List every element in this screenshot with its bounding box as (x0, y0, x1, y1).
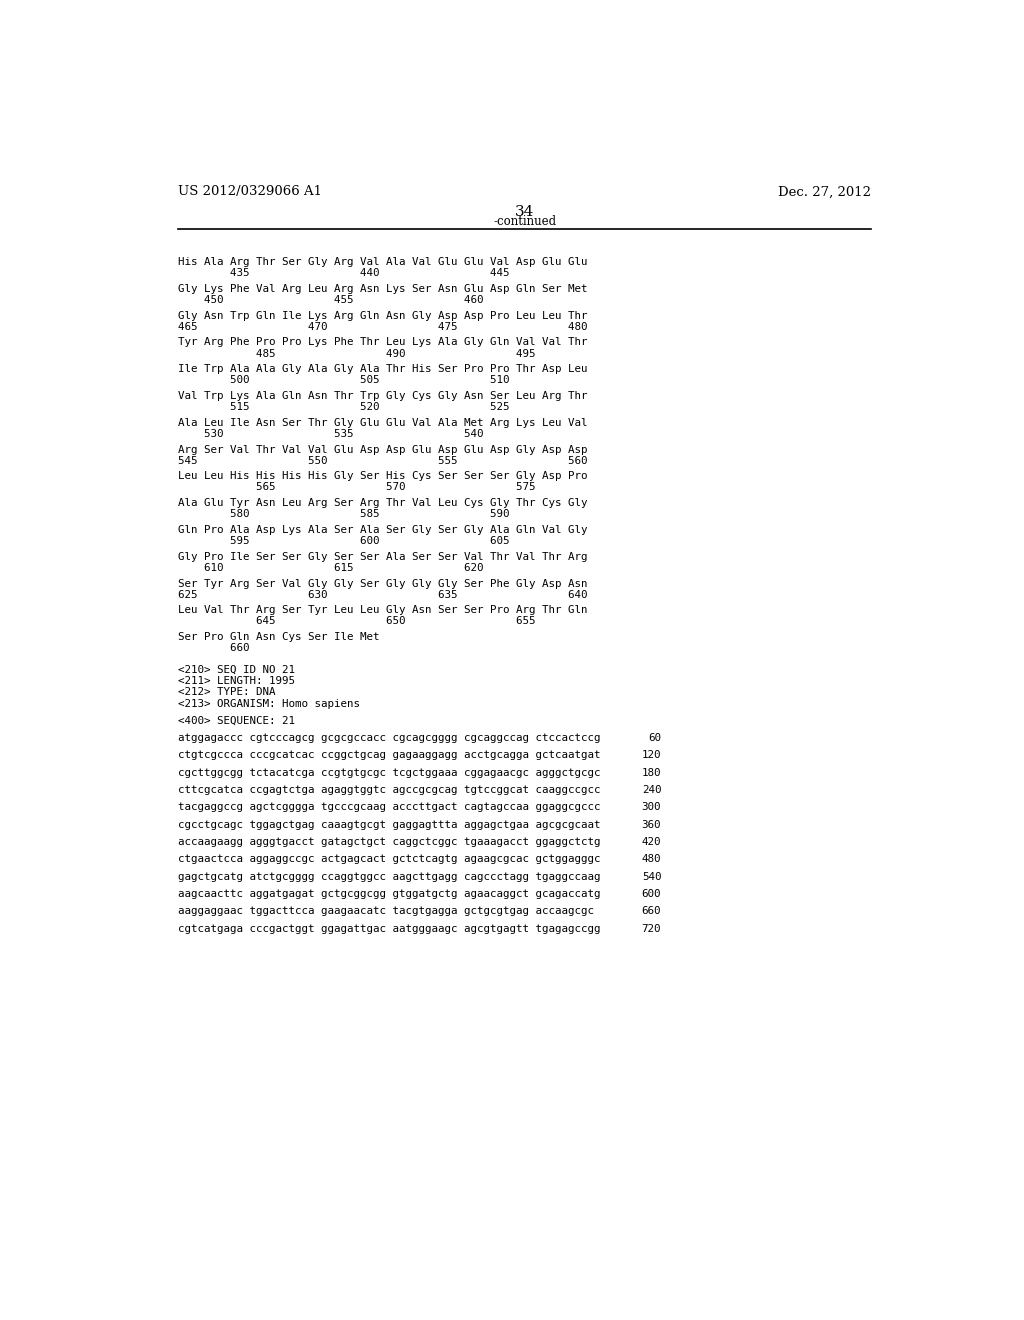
Text: 530                 535                 540: 530 535 540 (178, 429, 484, 440)
Text: 435                 440                 445: 435 440 445 (178, 268, 510, 279)
Text: 545                 550                 555                 560: 545 550 555 560 (178, 455, 588, 466)
Text: Leu Leu His His His His Gly Ser His Cys Ser Ser Ser Gly Asp Pro: Leu Leu His His His His Gly Ser His Cys … (178, 471, 588, 482)
Text: 465                 470                 475                 480: 465 470 475 480 (178, 322, 588, 331)
Text: 180: 180 (642, 768, 662, 777)
Text: 610                 615                 620: 610 615 620 (178, 562, 484, 573)
Text: <210> SEQ ID NO 21: <210> SEQ ID NO 21 (178, 665, 295, 675)
Text: Ala Glu Tyr Asn Leu Arg Ser Arg Thr Val Leu Cys Gly Thr Cys Gly: Ala Glu Tyr Asn Leu Arg Ser Arg Thr Val … (178, 498, 588, 508)
Text: 60: 60 (648, 733, 662, 743)
Text: 565                 570                 575: 565 570 575 (178, 483, 536, 492)
Text: 720: 720 (642, 924, 662, 933)
Text: Ser Pro Gln Asn Cys Ser Ile Met: Ser Pro Gln Asn Cys Ser Ile Met (178, 632, 380, 642)
Text: Gly Asn Trp Gln Ile Lys Arg Gln Asn Gly Asp Asp Pro Leu Leu Thr: Gly Asn Trp Gln Ile Lys Arg Gln Asn Gly … (178, 310, 588, 321)
Text: <211> LENGTH: 1995: <211> LENGTH: 1995 (178, 676, 295, 686)
Text: Dec. 27, 2012: Dec. 27, 2012 (778, 185, 871, 198)
Text: 600: 600 (642, 888, 662, 899)
Text: gagctgcatg atctgcgggg ccaggtggcc aagcttgagg cagccctagg tgaggccaag: gagctgcatg atctgcgggg ccaggtggcc aagcttg… (178, 871, 601, 882)
Text: Val Trp Lys Ala Gln Asn Thr Trp Gly Cys Gly Asn Ser Leu Arg Thr: Val Trp Lys Ala Gln Asn Thr Trp Gly Cys … (178, 391, 588, 401)
Text: cgcttggcgg tctacatcga ccgtgtgcgc tcgctggaaa cggagaacgc agggctgcgc: cgcttggcgg tctacatcga ccgtgtgcgc tcgctgg… (178, 768, 601, 777)
Text: accaagaagg agggtgacct gatagctgct caggctcggc tgaaagacct ggaggctctg: accaagaagg agggtgacct gatagctgct caggctc… (178, 837, 601, 847)
Text: Gly Lys Phe Val Arg Leu Arg Asn Lys Ser Asn Glu Asp Gln Ser Met: Gly Lys Phe Val Arg Leu Arg Asn Lys Ser … (178, 284, 588, 294)
Text: Ala Leu Ile Asn Ser Thr Gly Glu Glu Val Ala Met Arg Lys Leu Val: Ala Leu Ile Asn Ser Thr Gly Glu Glu Val … (178, 417, 588, 428)
Text: 515                 520                 525: 515 520 525 (178, 403, 510, 412)
Text: aaggaggaac tggacttcca gaagaacatc tacgtgagga gctgcgtgag accaagcgc: aaggaggaac tggacttcca gaagaacatc tacgtga… (178, 907, 594, 916)
Text: 480: 480 (642, 854, 662, 865)
Text: Gln Pro Ala Asp Lys Ala Ser Ala Ser Gly Ser Gly Ala Gln Val Gly: Gln Pro Ala Asp Lys Ala Ser Ala Ser Gly … (178, 525, 588, 535)
Text: 660: 660 (178, 643, 250, 653)
Text: <400> SEQUENCE: 21: <400> SEQUENCE: 21 (178, 715, 295, 726)
Text: <213> ORGANISM: Homo sapiens: <213> ORGANISM: Homo sapiens (178, 698, 360, 709)
Text: cgcctgcagc tggagctgag caaagtgcgt gaggagttta aggagctgaa agcgcgcaat: cgcctgcagc tggagctgag caaagtgcgt gaggagt… (178, 820, 601, 830)
Text: <212> TYPE: DNA: <212> TYPE: DNA (178, 688, 275, 697)
Text: His Ala Arg Thr Ser Gly Arg Val Ala Val Glu Glu Val Asp Glu Glu: His Ala Arg Thr Ser Gly Arg Val Ala Val … (178, 257, 588, 267)
Text: aagcaacttc aggatgagat gctgcggcgg gtggatgctg agaacaggct gcagaccatg: aagcaacttc aggatgagat gctgcggcgg gtggatg… (178, 888, 601, 899)
Text: -continued: -continued (494, 215, 556, 227)
Text: Arg Ser Val Thr Val Val Glu Asp Asp Glu Asp Glu Asp Gly Asp Asp: Arg Ser Val Thr Val Val Glu Asp Asp Glu … (178, 445, 588, 454)
Text: atggagaccc cgtcccagcg gcgcgccacc cgcagcgggg cgcaggccag ctccactccg: atggagaccc cgtcccagcg gcgcgccacc cgcagcg… (178, 733, 601, 743)
Text: ctgaactcca aggaggccgc actgagcact gctctcagtg agaagcgcac gctggagggc: ctgaactcca aggaggccgc actgagcact gctctca… (178, 854, 601, 865)
Text: 540: 540 (642, 871, 662, 882)
Text: 240: 240 (642, 785, 662, 795)
Text: 34: 34 (515, 205, 535, 219)
Text: 300: 300 (642, 803, 662, 812)
Text: cttcgcatca ccgagtctga agaggtggtc agccgcgcag tgtccggcat caaggccgcc: cttcgcatca ccgagtctga agaggtggtc agccgcg… (178, 785, 601, 795)
Text: 645                 650                 655: 645 650 655 (178, 616, 536, 627)
Text: 660: 660 (642, 907, 662, 916)
Text: 580                 585                 590: 580 585 590 (178, 510, 510, 519)
Text: US 2012/0329066 A1: US 2012/0329066 A1 (178, 185, 323, 198)
Text: Tyr Arg Phe Pro Pro Lys Phe Thr Leu Lys Ala Gly Gln Val Val Thr: Tyr Arg Phe Pro Pro Lys Phe Thr Leu Lys … (178, 338, 588, 347)
Text: cgtcatgaga cccgactggt ggagattgac aatgggaagc agcgtgagtt tgagagccgg: cgtcatgaga cccgactggt ggagattgac aatggga… (178, 924, 601, 933)
Text: 120: 120 (642, 751, 662, 760)
Text: Gly Pro Ile Ser Ser Gly Ser Ser Ala Ser Ser Val Thr Val Thr Arg: Gly Pro Ile Ser Ser Gly Ser Ser Ala Ser … (178, 552, 588, 562)
Text: Ser Tyr Arg Ser Val Gly Gly Ser Gly Gly Gly Ser Phe Gly Asp Asn: Ser Tyr Arg Ser Val Gly Gly Ser Gly Gly … (178, 578, 588, 589)
Text: Ile Trp Ala Ala Gly Ala Gly Ala Thr His Ser Pro Pro Thr Asp Leu: Ile Trp Ala Ala Gly Ala Gly Ala Thr His … (178, 364, 588, 374)
Text: 450                 455                 460: 450 455 460 (178, 294, 484, 305)
Text: Leu Val Thr Arg Ser Tyr Leu Leu Gly Asn Ser Ser Pro Arg Thr Gln: Leu Val Thr Arg Ser Tyr Leu Leu Gly Asn … (178, 606, 588, 615)
Text: 420: 420 (642, 837, 662, 847)
Text: tacgaggccg agctcgggga tgcccgcaag acccttgact cagtagccaa ggaggcgccc: tacgaggccg agctcgggga tgcccgcaag acccttg… (178, 803, 601, 812)
Text: 595                 600                 605: 595 600 605 (178, 536, 510, 546)
Text: 485                 490                 495: 485 490 495 (178, 348, 536, 359)
Text: 360: 360 (642, 820, 662, 830)
Text: 500                 505                 510: 500 505 510 (178, 375, 510, 385)
Text: ctgtcgccca cccgcatcac ccggctgcag gagaaggagg acctgcagga gctcaatgat: ctgtcgccca cccgcatcac ccggctgcag gagaagg… (178, 751, 601, 760)
Text: 625                 630                 635                 640: 625 630 635 640 (178, 590, 588, 599)
